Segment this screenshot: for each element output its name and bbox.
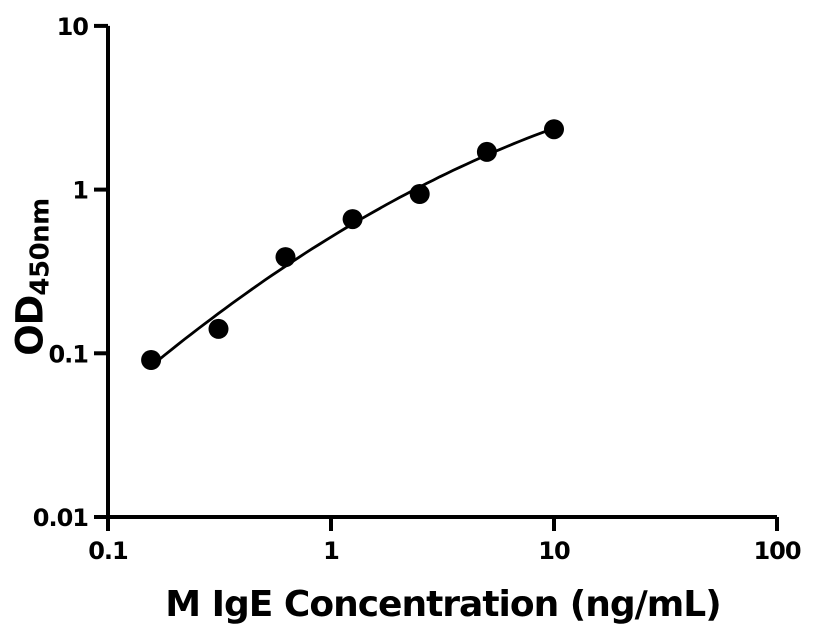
x-tick-label: 100 — [753, 537, 800, 565]
y-tick-label: 0.1 — [48, 340, 88, 368]
y-axis-title: OD450nm — [9, 198, 56, 356]
x-tick-label: 1 — [323, 537, 339, 565]
y-axis-title-main: OD — [8, 295, 52, 356]
y-axis-title-subscript: 450nm — [25, 198, 56, 296]
y-tick-label: 10 — [57, 13, 89, 41]
x-axis-title: M IgE Concentration (ng/mL) — [165, 584, 721, 625]
data-point — [208, 318, 229, 339]
data-point — [275, 247, 296, 268]
data-point — [409, 184, 430, 204]
data-point — [476, 141, 497, 162]
x-tick-label: 0.1 — [88, 537, 128, 565]
data-point — [141, 350, 162, 370]
y-tick-label: 1 — [72, 177, 88, 205]
y-tick-label: 0.01 — [33, 504, 89, 532]
data-point — [342, 209, 363, 230]
x-tick-label: 10 — [538, 537, 570, 565]
data-point — [544, 119, 564, 140]
